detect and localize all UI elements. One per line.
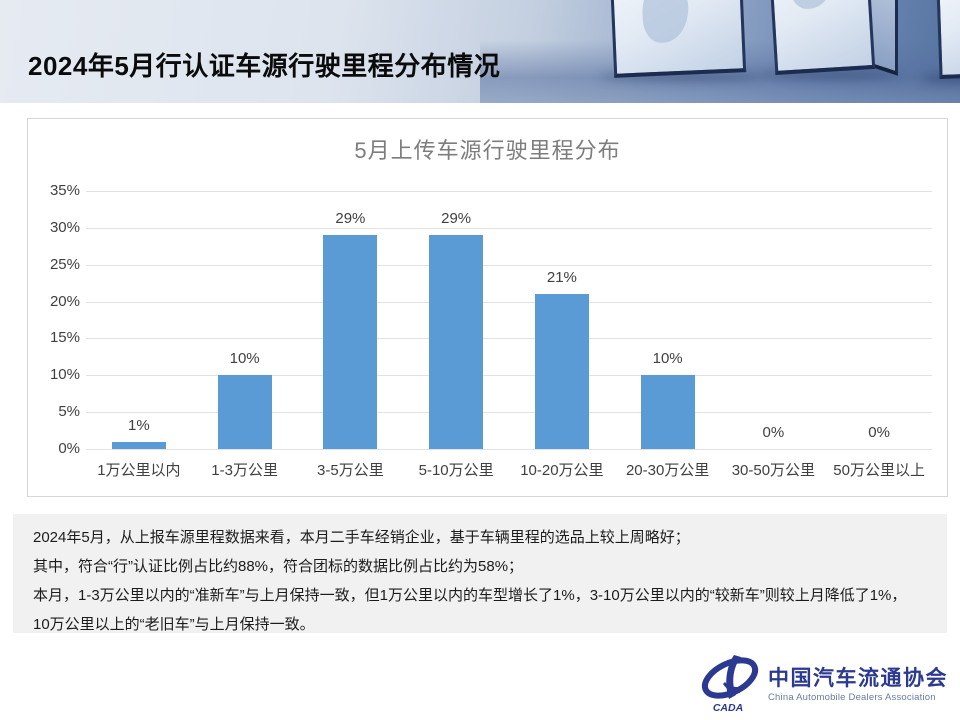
org-name-chinese: 中国汽车流通协会	[768, 665, 948, 690]
y-tick-label: 5%	[58, 403, 80, 421]
bar-1-3万公里	[217, 375, 272, 449]
decorative-cube	[936, 0, 960, 80]
gridline	[86, 412, 932, 414]
y-tick-label: 25%	[49, 255, 80, 273]
x-tick-label: 1万公里以内	[97, 462, 181, 479]
summary-text-box: 2024年5月，从上报车源里程数据来看，本月二手车经销企业，基于车辆里程的选品上…	[13, 514, 947, 633]
x-tick-label: 1-3万公里	[211, 462, 278, 479]
y-tick-label: 35%	[49, 182, 80, 199]
y-tick-label: 20%	[49, 292, 80, 310]
x-tick-label: 3-5万公里	[317, 462, 384, 479]
cube-shadow	[758, 70, 898, 79]
x-tick-label: 50万公里以上	[833, 462, 925, 479]
x-tick-label: 5-10万公里	[418, 462, 494, 479]
gridline	[86, 338, 932, 340]
bar-value-label: 10%	[652, 350, 683, 368]
chart-title: 5月上传车源行驶里程分布	[354, 138, 621, 163]
plot-area: 1% 10% 29% 29% 21% 10% 0% 0%	[86, 191, 932, 450]
world-map-texture	[641, 0, 690, 44]
y-tick-label: 0%	[58, 440, 80, 457]
org-name-english: China Automobile Dealers Association	[768, 691, 936, 703]
svg-text:CADA: CADA	[713, 702, 743, 714]
gridline	[86, 375, 932, 377]
gridline	[86, 449, 932, 450]
cada-logo-text: 中国汽车流通协会 China Automobile Dealers Associ…	[768, 666, 948, 703]
header-banner: 2024年5月行认证车源行驶里程分布情况	[0, 0, 960, 103]
x-axis: 1万公里以内 1-3万公里 3-5万公里 5-10万公里 10-20万公里 20-30万公…	[86, 459, 932, 480]
bar-value-label: 0%	[762, 424, 785, 441]
summary-line: 2024年5月，从上报车源里程数据来看，本月二手车经销企业，基于车辆里程的选品上…	[33, 529, 690, 546]
cada-logo-icon: CADA	[701, 655, 759, 714]
bar-value-label: 29%	[335, 210, 366, 228]
summary-line: 其中，符合“行”认证比例占比约88%，符合团标的数据比例占比约为58%；	[33, 558, 524, 575]
gridline	[86, 191, 932, 192]
cada-logo: CADA 中国汽车流通协会 China Automobile Dealers A…	[699, 654, 948, 714]
cube-shadow	[600, 72, 760, 81]
mileage-distribution-chart: 5月上传车源行驶里程分布 0% 5% 10% 15% 20% 25% 30% 35% 1% 10…	[27, 118, 948, 497]
summary-line: 10万公里以上的“老旧车”与上月保持一致。	[33, 616, 315, 633]
bar-value-label: 29%	[441, 210, 472, 228]
decorative-cube	[609, 0, 747, 78]
x-tick-label: 20-30万公里	[625, 462, 710, 479]
bar-10-20万公里	[534, 294, 589, 449]
bar-5-10万公里	[429, 235, 484, 449]
bar-value-label: 0%	[868, 424, 890, 441]
x-tick-label: 30-50万公里	[731, 462, 816, 479]
bar-value-label: 21%	[546, 269, 577, 287]
gridline	[86, 264, 932, 266]
summary-line: 本月，1-3万公里以内的“准新车”与上月保持一致，但1万公里以内的车型增长了1%…	[33, 587, 907, 604]
gridline	[86, 227, 932, 229]
gridline	[86, 301, 932, 303]
y-tick-label: 30%	[49, 218, 80, 236]
y-axis: 0% 5% 10% 15% 20% 25% 30% 35%	[34, 182, 80, 457]
bar-1万公里以内	[111, 441, 166, 449]
page-title: 2024年5月行认证车源行驶里程分布情况	[28, 51, 501, 81]
bar-value-label: 1%	[128, 416, 150, 434]
bar-20-30万公里	[640, 375, 695, 449]
y-tick-label: 15%	[49, 329, 80, 347]
bar-3-5万公里	[323, 235, 378, 449]
decorative-cube	[768, 0, 876, 75]
bar-value-label: 10%	[229, 350, 260, 368]
y-tick-label: 10%	[49, 366, 80, 384]
world-map-texture	[789, 0, 833, 10]
x-tick-label: 10-20万公里	[520, 462, 604, 479]
